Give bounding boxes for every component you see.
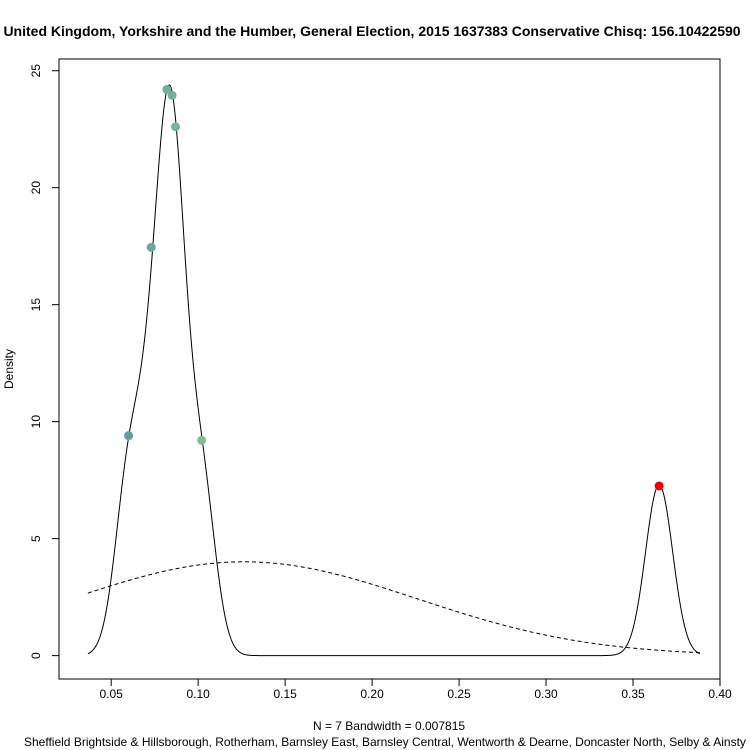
y-axis: 0 5 10 15 20 25 (29, 64, 59, 659)
y-tick-label: 25 (29, 64, 43, 78)
data-point (197, 435, 207, 445)
data-point (167, 90, 177, 100)
y-axis-label: Density (2, 349, 16, 389)
chart-title: United Kingdom, Yorkshire and the Humber… (3, 23, 740, 39)
y-tick-label: 15 (29, 298, 43, 312)
y-tick-label: 0 (29, 652, 43, 659)
x-axis: 0.05 0.10 0.15 0.20 0.25 0.30 0.35 0.40 (100, 679, 732, 701)
constituency-footer: Sheffield Brightside & Hillsborough, Rot… (24, 735, 746, 749)
data-point (124, 431, 134, 441)
data-points (124, 84, 664, 491)
y-tick-label: 10 (29, 415, 43, 429)
y-tick-label: 5 (29, 535, 43, 542)
x-tick-label: 0.30 (534, 687, 558, 701)
x-tick-label: 0.25 (447, 687, 471, 701)
x-tick-label: 0.40 (708, 687, 732, 701)
data-point (654, 481, 664, 491)
data-point (146, 242, 156, 252)
x-tick-label: 0.15 (273, 687, 297, 701)
data-point (162, 84, 172, 94)
x-tick-label: 0.20 (360, 687, 384, 701)
x-axis-label: N = 7 Bandwidth = 0.007815 (313, 719, 465, 733)
data-point (171, 122, 181, 132)
x-tick-label: 0.10 (186, 687, 210, 701)
x-tick-label: 0.05 (100, 687, 124, 701)
plot-frame (58, 58, 721, 680)
x-tick-label: 0.35 (621, 687, 645, 701)
y-tick-label: 20 (29, 181, 43, 195)
normal-reference-curve (87, 561, 700, 654)
kde-density-curve (87, 84, 701, 657)
